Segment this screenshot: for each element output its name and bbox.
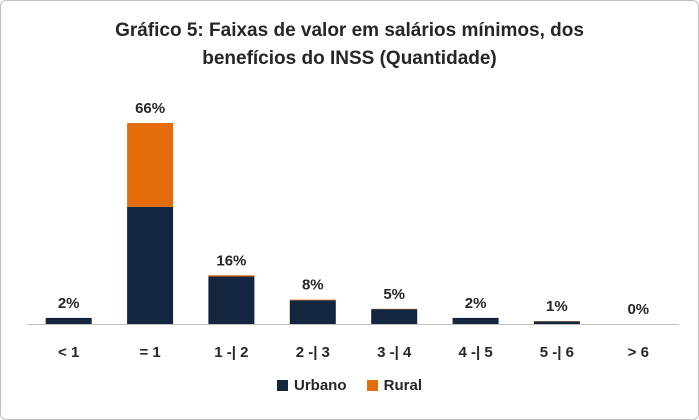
data-label-3: 8% xyxy=(302,277,324,294)
data-label-0: 2% xyxy=(58,295,80,312)
legend-item-rural: Rural xyxy=(366,377,422,394)
x-tick-label-0: < 1 xyxy=(58,344,79,361)
legend-swatch-rural xyxy=(366,380,378,391)
bar-urbano-4 xyxy=(371,309,418,324)
bar-urbano-2 xyxy=(208,276,255,324)
bar-rural-2 xyxy=(208,275,255,277)
chart-legend: Urbano Rural xyxy=(1,377,698,395)
chart-title: Gráfico 5: Faixas de valor em salários m… xyxy=(1,17,698,73)
bar-urbano-1 xyxy=(127,206,174,325)
x-tick-label-7: > 6 xyxy=(628,344,649,361)
legend-label-urbano: Urbano xyxy=(293,377,347,394)
x-tick-label-4: 3 -| 4 xyxy=(377,344,412,361)
bar-urbano-6 xyxy=(533,321,580,324)
data-label-4: 5% xyxy=(383,286,405,303)
x-tick-label-1: = 1 xyxy=(139,344,160,361)
x-tick-label-5: 4 -| 5 xyxy=(458,344,492,361)
data-label-1: 66% xyxy=(135,100,165,117)
legend-swatch-urbano xyxy=(276,380,288,391)
x-tick-label-6: 5 -| 6 xyxy=(540,344,574,361)
x-tick-label-2: 1 -| 2 xyxy=(214,344,248,361)
bar-urbano-0 xyxy=(45,317,92,324)
bar-rural-3 xyxy=(289,299,336,301)
data-label-7: 0% xyxy=(627,301,649,318)
bar-urbano-3 xyxy=(289,300,336,324)
chart-title-line-1: Gráfico 5: Faixas de valor em salários m… xyxy=(115,20,584,41)
data-label-2: 16% xyxy=(216,252,246,269)
legend-item-urbano: Urbano xyxy=(276,377,347,394)
chart-title-line-2: benefícios do INSS (Quantidade) xyxy=(202,48,497,69)
legend-label-rural: Rural xyxy=(383,377,422,394)
x-tick-label-3: 2 -| 3 xyxy=(296,344,330,361)
bar-rural-1 xyxy=(127,123,174,207)
bar-urbano-5 xyxy=(452,317,499,324)
data-label-6: 1% xyxy=(546,298,568,315)
data-label-5: 2% xyxy=(465,295,487,312)
